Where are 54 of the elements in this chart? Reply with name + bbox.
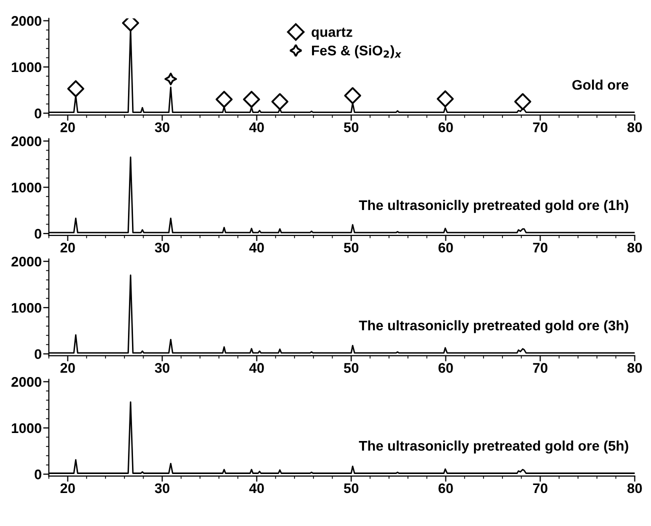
y-tick-label: 1000 <box>12 423 42 434</box>
y-tick-label: 2000 <box>11 256 42 267</box>
point <box>436 90 454 108</box>
point <box>67 80 84 98</box>
x-tick-label: 70 <box>533 122 548 132</box>
x-tick-label: 80 <box>627 242 642 253</box>
x-tick-label: 50 <box>344 363 358 373</box>
y-tick-label: 0 <box>34 349 42 360</box>
series-label: Gold ore <box>572 80 628 90</box>
point <box>514 93 532 110</box>
y-tick-label: 1000 <box>12 182 42 192</box>
x-tick-label: 30 <box>154 242 170 253</box>
x-tick-label: 50 <box>344 122 358 132</box>
y-tick-label: 0 <box>34 228 42 239</box>
y-tick-label: 0 <box>34 470 42 480</box>
y-tick-label: 2000 <box>11 136 42 146</box>
x-tick-label: 80 <box>627 483 642 494</box>
series-label: The ultrasoniclly pretreated gold ore (1h) <box>358 200 628 213</box>
x-tick-label: 50 <box>344 483 358 494</box>
x-tick-label: 30 <box>154 122 170 132</box>
x-tick-label: 20 <box>60 122 75 132</box>
x-tick-label: 40 <box>249 242 264 253</box>
series-label: The ultrasoniclly pretreated gold ore (3h) <box>358 320 628 334</box>
x-tick-label: 30 <box>154 363 170 373</box>
y-tick-label: 2000 <box>11 377 42 387</box>
x-tick-label: 80 <box>627 122 642 132</box>
x-tick-label: 60 <box>438 363 453 373</box>
series-label: The ultrasoniclly pretreated gold ore (5h) <box>358 440 628 454</box>
x-tick-label: 60 <box>438 242 453 253</box>
point <box>216 90 233 108</box>
legend-label: quartz <box>312 28 352 40</box>
x-tick-label: 60 <box>438 483 453 494</box>
legend-label: FeS & (SiO$_{2}$)$_{x}$ <box>312 45 402 58</box>
y-tick-label: 1000 <box>12 302 42 313</box>
x-tick-label: 70 <box>533 363 548 373</box>
x-tick-label: 20 <box>60 242 75 253</box>
x-tick-label: 30 <box>154 483 170 494</box>
y-tick-label: 0 <box>34 108 42 118</box>
x-tick-label: 50 <box>344 242 358 253</box>
x-tick-label: 40 <box>249 122 264 132</box>
x-tick-label: 40 <box>249 483 264 494</box>
point <box>344 87 362 104</box>
x-tick-label: 60 <box>438 122 453 132</box>
x-tick-label: 70 <box>533 483 548 494</box>
point <box>164 72 178 86</box>
x-tick-label: 70 <box>533 242 548 253</box>
x-tick-label: 20 <box>60 483 75 494</box>
x-tick-label: 20 <box>60 363 75 373</box>
y-tick-label: 1000 <box>12 62 42 72</box>
x-tick-label: 80 <box>627 363 642 373</box>
y-tick-label: 2000 <box>11 16 42 26</box>
point <box>271 93 288 110</box>
point <box>243 90 260 108</box>
x-tick-label: 40 <box>249 363 264 373</box>
